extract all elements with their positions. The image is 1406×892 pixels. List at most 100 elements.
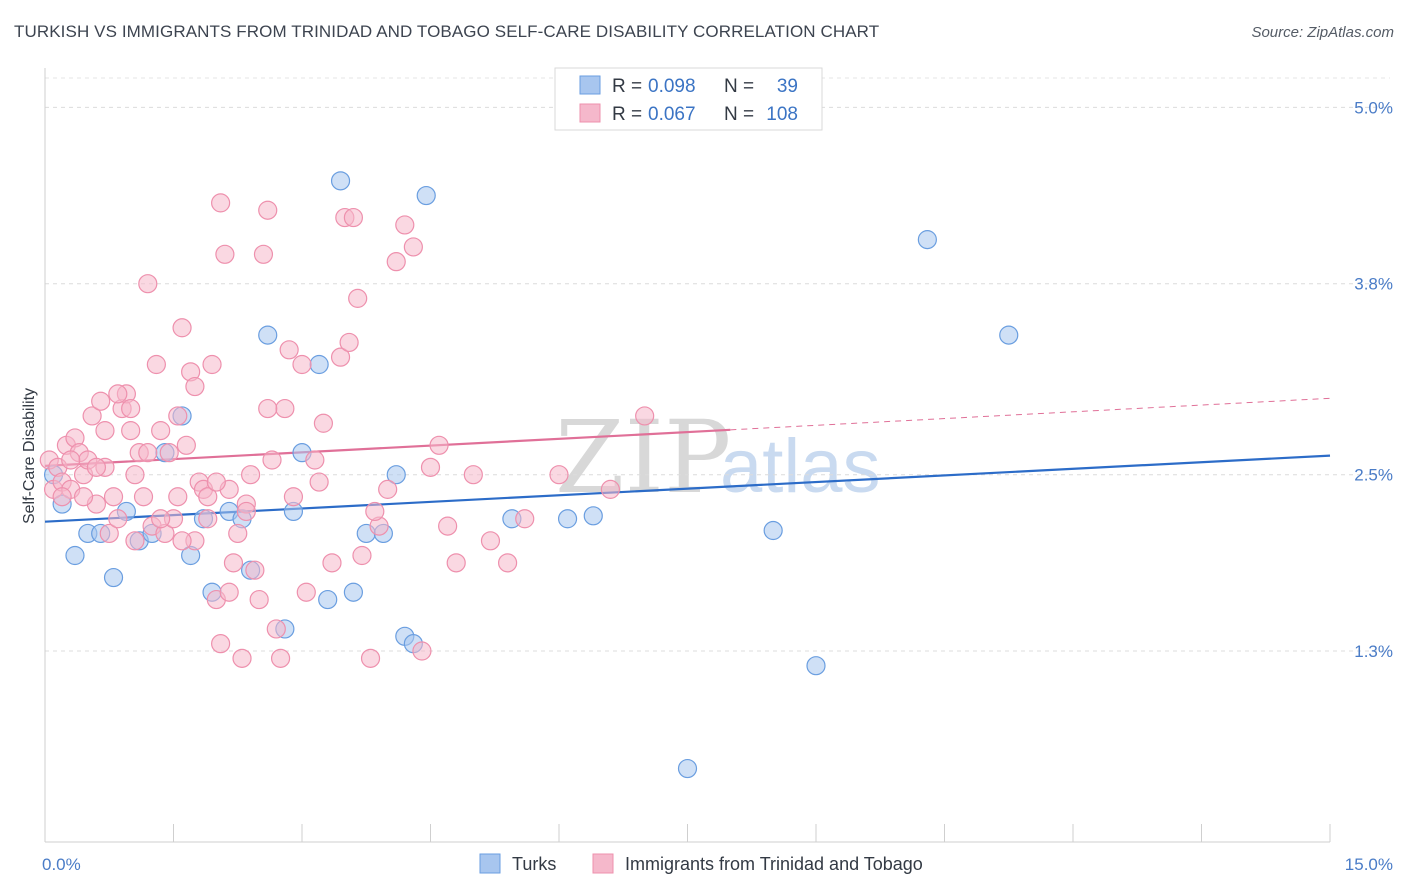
point-0-5: [103, 567, 124, 588]
point-0-36: [806, 656, 826, 676]
point-1-51: [262, 450, 282, 470]
point-1-88: [86, 457, 107, 477]
point-1-84: [600, 479, 621, 499]
point-1-43: [223, 553, 244, 573]
point-1-106: [172, 531, 192, 551]
point-1-105: [52, 487, 72, 507]
legend-r-value-2: 0.067: [648, 104, 696, 125]
point-1-100: [198, 509, 218, 529]
point-1-96: [309, 472, 329, 492]
point-1-77: [438, 516, 458, 536]
point-1-98: [151, 509, 171, 529]
point-0-24: [343, 582, 363, 602]
point-1-55: [279, 340, 299, 360]
point-1-12: [91, 391, 111, 411]
point-1-48: [249, 589, 269, 610]
point-1-87: [138, 443, 158, 463]
point-0-34: [677, 758, 698, 779]
data-points: [39, 171, 1019, 779]
legend-swatch-trinidad: [579, 103, 601, 123]
point-1-103: [365, 501, 385, 522]
point-1-58: [296, 582, 316, 602]
point-0-32: [557, 509, 578, 529]
point-1-38: [202, 354, 222, 375]
point-1-104: [125, 465, 145, 485]
legend-n-value-2: 108: [766, 104, 798, 125]
point-1-70: [378, 479, 398, 499]
point-1-65: [343, 207, 363, 228]
point-1-15: [103, 487, 124, 507]
watermark-atlas: atlas: [720, 424, 881, 509]
point-0-35: [763, 520, 783, 541]
legend: R = 0.098 N = 39 R = 0.067 N = 108: [554, 67, 823, 131]
point-1-50: [258, 200, 278, 220]
point-1-101: [95, 421, 115, 441]
point-0-2: [65, 545, 85, 566]
point-1-45: [232, 648, 252, 668]
legend-n-value-1: 39: [777, 76, 798, 97]
point-1-81: [498, 553, 518, 573]
point-1-91: [206, 472, 226, 492]
y-tick-label-0: 1.3%: [1354, 642, 1393, 661]
point-1-61: [322, 553, 342, 573]
point-1-44: [228, 523, 248, 544]
y-axis-title: Self-Care Disability: [21, 388, 38, 524]
point-0-23: [330, 171, 351, 191]
source-label: Source: ZipAtlas.com: [1251, 24, 1394, 41]
point-1-30: [168, 406, 188, 426]
point-1-97: [108, 384, 128, 404]
point-1-94: [185, 376, 205, 397]
legend-swatch-turks: [579, 75, 601, 95]
point-1-89: [61, 450, 81, 470]
legend-r-label-2: R =: [612, 104, 642, 125]
legend-r-label-1: R =: [612, 76, 642, 97]
point-1-31: [172, 318, 192, 338]
point-0-17: [258, 325, 278, 345]
point-1-72: [395, 215, 415, 235]
point-1-107: [211, 634, 231, 654]
point-1-53: [270, 648, 291, 668]
bottom-legend-swatch-trinidad: [592, 853, 614, 874]
point-1-82: [515, 509, 535, 529]
point-1-19: [121, 421, 141, 441]
point-1-73: [403, 237, 423, 257]
point-1-75: [420, 457, 441, 477]
point-1-40: [211, 193, 231, 213]
bottom-legend-label-turks: Turks: [512, 854, 556, 874]
point-1-49: [253, 244, 274, 264]
point-1-54: [275, 398, 295, 419]
point-1-32: [176, 435, 196, 455]
point-1-66: [348, 288, 368, 308]
point-1-62: [330, 347, 351, 367]
point-1-74: [412, 641, 432, 661]
point-1-79: [463, 465, 483, 485]
legend-r-value-1: 0.098: [648, 76, 696, 97]
point-1-90: [168, 487, 188, 507]
legend-n-label-2: N =: [724, 104, 754, 125]
point-1-93: [219, 582, 239, 602]
point-1-26: [151, 421, 171, 441]
point-1-23: [138, 274, 158, 294]
y-tick-label-2: 3.8%: [1354, 275, 1393, 294]
trend-line-0: [44, 454, 1331, 523]
point-1-99: [73, 487, 94, 507]
legend-n-label-1: N =: [724, 76, 754, 97]
bottom-legend: Turks Immigrants from Trinidad and Tobag…: [479, 853, 923, 874]
point-0-27: [386, 465, 406, 485]
chart-title: TURKISH VS IMMIGRANTS FROM TRINIDAD AND …: [14, 22, 880, 41]
point-1-59: [305, 450, 325, 470]
point-1-41: [215, 244, 235, 264]
point-1-83: [549, 465, 569, 485]
point-1-76: [429, 435, 449, 455]
bottom-legend-label-trinidad: Immigrants from Trinidad and Tobago: [625, 854, 923, 874]
point-1-16: [108, 509, 128, 529]
point-1-10: [82, 406, 102, 426]
point-1-52: [266, 619, 286, 639]
point-0-33: [583, 506, 603, 526]
point-0-38: [999, 325, 1019, 345]
point-1-25: [146, 354, 166, 375]
point-1-20: [125, 531, 145, 551]
y-tick-label-3: 5.0%: [1354, 98, 1393, 117]
point-1-28: [159, 443, 179, 463]
